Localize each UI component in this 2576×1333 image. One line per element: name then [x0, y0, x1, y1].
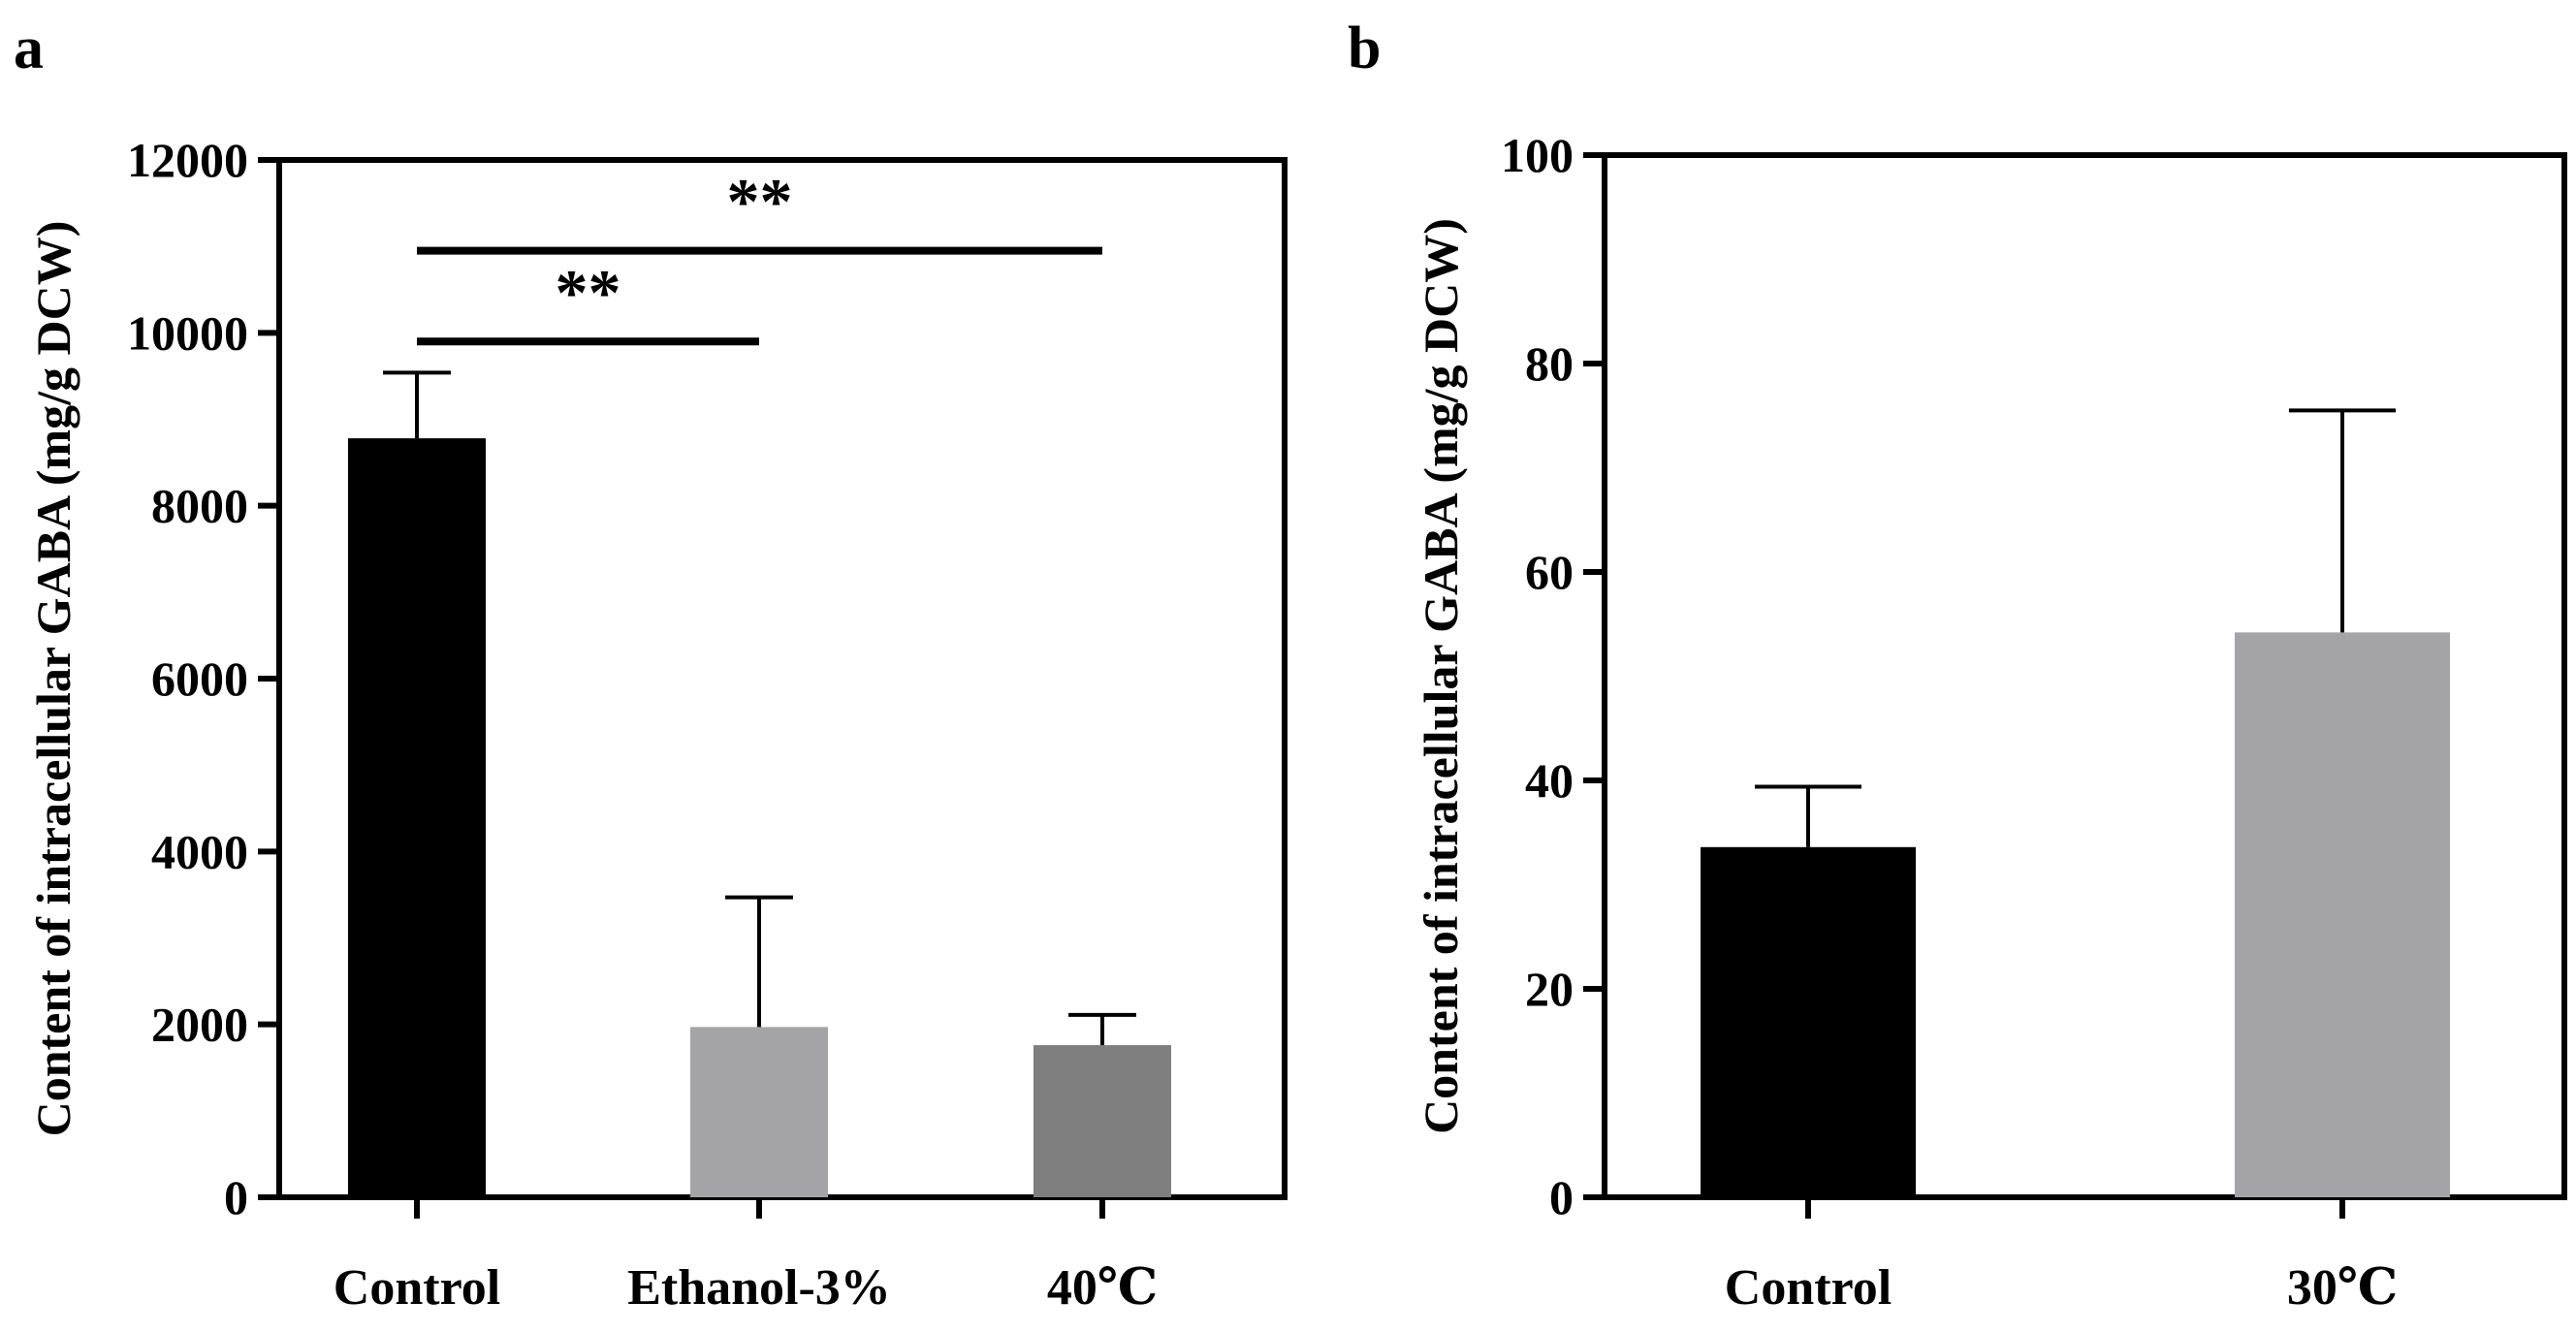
category-label-1: Control: [334, 1260, 500, 1316]
category-label-3: 40℃: [1047, 1260, 1158, 1316]
chart-panel-a: a 0 2000 4000 6000 8000 10000 12000 Content of i…: [14, 16, 1288, 1316]
y-axis-title: Content of intracellular GABA (mg/g DCW): [1414, 218, 1468, 1134]
y-tick-label: 0: [1549, 1170, 1574, 1224]
y-axis-title: Content of intracellular GABA (mg/g DCW): [26, 221, 80, 1137]
y-tick-label: 10000: [127, 305, 248, 360]
category-label-2: 30℃: [2287, 1260, 2398, 1316]
panel-letter: a: [14, 16, 44, 81]
category-label-1: Control: [1725, 1260, 1892, 1316]
plot-frame: [1602, 152, 2567, 1200]
bar-3: [1034, 1045, 1171, 1197]
bar-1: [348, 438, 486, 1197]
y-tick-label: 0: [224, 1170, 248, 1224]
y-tick-label: 8000: [151, 479, 248, 533]
significance-label-2: **: [727, 165, 793, 238]
y-tick-label: 60: [1525, 545, 1574, 599]
y-tick-label: 6000: [151, 651, 248, 706]
bar-1: [1701, 846, 1916, 1197]
chart-panel-b: b 0 20 40 60 80 100 Content of intracellular GA…: [1348, 16, 2567, 1316]
panel-letter: b: [1348, 16, 1381, 81]
bar-2: [2235, 632, 2450, 1197]
bar-2: [690, 1027, 828, 1197]
significance-label-1: **: [556, 255, 621, 329]
y-tick-label: 2000: [151, 998, 248, 1052]
y-tick-label: 20: [1525, 962, 1574, 1016]
y-tick-label: 4000: [151, 824, 248, 878]
y-tick-label: 80: [1525, 336, 1574, 391]
category-label-2: Ethanol-3%: [627, 1260, 891, 1316]
y-tick-label: 40: [1525, 753, 1574, 808]
y-tick-label: 12000: [127, 133, 248, 187]
y-tick-label: 100: [1501, 128, 1574, 182]
